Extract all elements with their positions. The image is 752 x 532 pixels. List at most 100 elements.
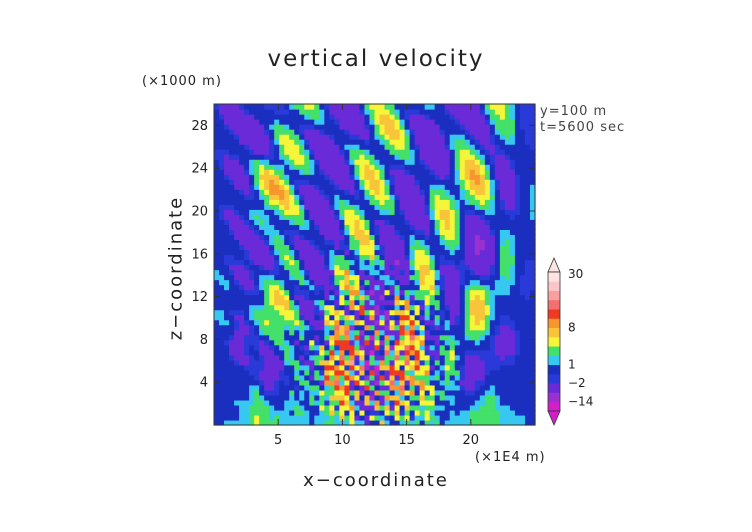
field-cell [404,179,411,185]
field-cell [354,114,361,120]
field-cell [464,129,471,135]
field-cell [424,274,431,281]
field-cell [439,324,446,331]
field-cell [344,369,351,376]
field-cell [444,179,451,185]
field-cell [359,414,366,421]
field-cell [409,184,416,190]
field-cell [509,284,516,291]
field-cell [499,134,506,140]
field-cell [309,299,315,306]
field-cell [529,129,536,135]
field-cell [234,299,240,306]
field-cell [414,259,421,266]
field-cell [214,204,220,210]
field-cell [249,314,255,321]
field-cell [479,144,486,150]
field-cell [524,369,531,376]
field-cell [404,419,411,426]
field-cell [249,394,255,401]
field-cell [404,209,411,215]
field-cell [514,184,521,190]
field-cell [219,269,225,276]
field-cell [254,249,260,256]
field-cell [354,199,361,205]
field-cell [484,219,491,225]
field-cell [239,394,245,401]
field-cell [254,169,260,175]
field-cell [304,119,310,125]
field-cell [214,384,220,391]
field-cell [419,159,426,165]
field-cell [494,299,501,306]
field-cell [494,159,501,165]
field-cell [234,124,240,130]
field-cell [299,149,305,155]
field-cell [299,169,305,175]
field-cell [484,274,491,281]
field-cell [474,334,481,341]
field-cell [269,274,275,281]
field-cell [249,229,255,236]
field-cell [259,344,265,351]
field-cell [529,104,536,110]
field-cell [239,164,245,170]
field-cell [274,419,280,426]
field-cell [284,399,290,406]
field-cell [429,384,436,391]
field-cell [404,294,411,301]
field-cell [359,174,366,180]
field-cell [304,194,310,200]
field-cell [214,364,220,371]
field-cell [439,214,446,220]
field-cell [254,379,260,386]
field-cell [404,144,411,150]
field-cell [459,249,466,256]
field-cell [434,409,441,416]
field-cell [254,264,260,271]
field-cell [284,159,290,165]
field-cell [214,184,220,190]
field-cell [424,324,431,331]
field-cell [449,279,456,286]
field-cell [294,164,300,170]
field-cell [409,129,416,135]
field-cell [399,259,406,266]
field-cell [404,384,411,391]
field-cell [269,394,275,401]
field-cell [469,139,476,145]
field-cell [354,104,361,110]
field-cell [449,194,456,200]
field-cell [229,164,235,170]
field-cell [229,244,235,251]
field-cell [464,199,471,205]
field-cell [519,114,526,120]
field-cell [264,304,270,311]
field-cell [464,314,471,321]
field-cell [314,319,320,326]
field-cell [519,149,526,155]
field-cell [454,409,461,416]
field-cell [344,404,351,411]
field-cell [429,399,436,406]
field-cell [334,294,340,301]
field-cell [254,119,260,125]
field-cell [494,104,501,110]
field-cell [344,394,351,401]
field-cell [234,344,240,351]
field-cell [514,234,521,241]
field-cell [499,244,506,251]
field-cell [309,119,315,125]
field-cell [519,134,526,140]
field-cell [239,134,245,140]
field-cell [349,204,356,210]
field-cell [304,224,310,230]
field-cell [414,304,421,311]
field-cell [254,214,260,220]
field-cell [219,184,225,190]
field-cell [479,279,486,286]
field-cell [434,244,441,251]
field-cell [259,119,265,125]
field-cell [274,289,280,296]
field-cell [279,334,285,341]
